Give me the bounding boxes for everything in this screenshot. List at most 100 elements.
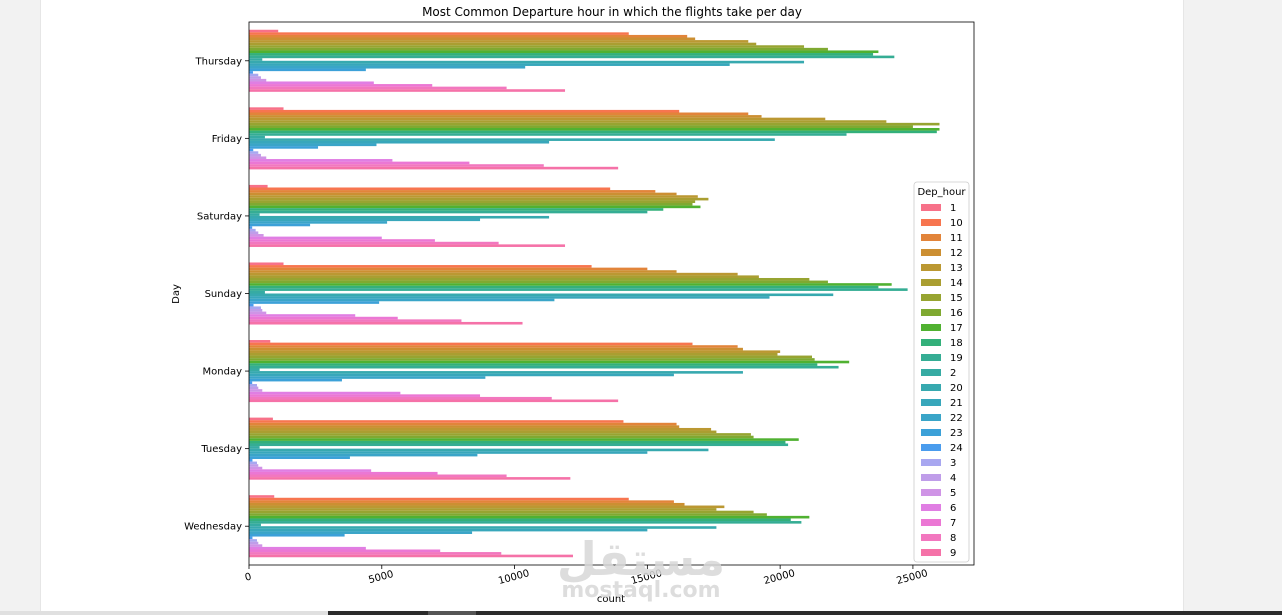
bar-monday-hour-16: [249, 358, 815, 361]
bar-wednesday-hour-8: [249, 552, 502, 555]
bar-thursday-hour-15: [249, 45, 805, 48]
bar-thursday-hour-8: [249, 86, 507, 90]
x-tick-label-0: 0: [244, 571, 253, 583]
bar-tuesday-hour-4: [249, 464, 259, 467]
bar-wednesday-hour-12: [249, 502, 685, 506]
bar-wednesday-hour-9: [249, 554, 573, 558]
bar-wednesday-hour-6: [249, 546, 366, 550]
bar-sunday-hour-21: [249, 296, 770, 299]
bar-monday-hour-4: [249, 386, 259, 390]
bar-monday-hour-17: [249, 360, 850, 364]
bar-tuesday-hour-17: [249, 438, 799, 441]
bar-wednesday-hour-18: [249, 518, 791, 522]
bar-friday-hour-3: [249, 151, 259, 154]
bar-monday-hour-9: [249, 399, 619, 403]
bar-saturday-hour-24: [249, 226, 253, 229]
y-tick-label-monday: Monday: [203, 367, 243, 378]
legend-label-15: 15: [950, 293, 963, 304]
bar-friday-hour-1: [249, 107, 284, 110]
x-tick-label-5000: 5000: [367, 569, 394, 586]
scrollbar-thumb[interactable]: [428, 611, 476, 615]
bar-saturday-hour-20: [249, 215, 550, 219]
legend-swatch-9: [921, 549, 941, 556]
bar-wednesday-hour-13: [249, 505, 725, 509]
bar-saturday-hour-13: [249, 195, 698, 198]
bar-monday-hour-24: [249, 381, 253, 384]
legend-label-7: 7: [950, 518, 956, 529]
bar-thursday-hour-16: [249, 47, 828, 51]
watermark-arabic: مستقل: [557, 532, 725, 586]
legend-title: Dep_hour: [917, 187, 966, 198]
bar-wednesday-hour-16: [249, 513, 767, 516]
bar-monday-hour-21: [249, 373, 674, 377]
legend-swatch-6: [921, 504, 941, 511]
bar-monday-hour-19: [249, 365, 839, 369]
bar-sunday-hour-9: [249, 321, 523, 325]
bar-wednesday-hour-4: [249, 541, 259, 545]
bar-thursday-hour-21: [249, 63, 730, 66]
legend-swatch-4: [921, 474, 941, 481]
bar-sunday-hour-2: [249, 290, 265, 294]
bar-tuesday-hour-8: [249, 474, 507, 478]
bar-sunday-hour-10: [249, 265, 592, 268]
bar-sunday-hour-23: [249, 301, 380, 304]
legend-swatch-22: [921, 414, 941, 421]
bar-monday-hour-22: [249, 376, 486, 379]
bar-sunday-hour-6: [249, 314, 356, 317]
bar-wednesday-hour-22: [249, 531, 473, 534]
legend-label-8: 8: [950, 533, 956, 544]
bar-tuesday-hour-1: [249, 417, 273, 421]
bar-tuesday-hour-5: [249, 466, 263, 470]
bar-wednesday-hour-20: [249, 526, 717, 529]
bar-sunday-hour-19: [249, 288, 908, 291]
bar-thursday-hour-4: [249, 76, 261, 79]
bar-thursday-hour-17: [249, 50, 879, 54]
bar-tuesday-hour-14: [249, 430, 717, 434]
bar-friday-hour-7: [249, 161, 470, 165]
legend-swatch-2: [921, 369, 941, 376]
bar-friday-hour-18: [249, 130, 937, 134]
bar-friday-hour-8: [249, 164, 544, 167]
bar-friday-hour-12: [249, 115, 762, 118]
watermark-latin: mostaql.com: [561, 578, 720, 603]
bar-friday-hour-13: [249, 117, 826, 121]
legend-label-17: 17: [950, 323, 963, 334]
bar-monday-hour-13: [249, 350, 781, 353]
bar-saturday-hour-5: [249, 234, 264, 237]
bar-wednesday-hour-5: [249, 544, 263, 547]
bar-saturday-hour-14: [249, 197, 709, 201]
bar-tuesday-hour-18: [249, 440, 786, 444]
legend-label-23: 23: [950, 428, 963, 439]
bar-thursday-hour-14: [249, 42, 757, 46]
bar-sunday-hour-22: [249, 298, 555, 302]
y-tick-label-sunday: Sunday: [205, 289, 242, 300]
bar-saturday-hour-17: [249, 205, 701, 209]
bar-sunday-hour-3: [249, 306, 261, 310]
bar-saturday-hour-12: [249, 192, 677, 196]
bar-tuesday-hour-16: [249, 435, 754, 439]
bar-thursday-hour-18: [249, 53, 874, 56]
bar-sunday-hour-11: [249, 267, 648, 271]
y-tick-label-saturday: Saturday: [197, 211, 242, 222]
bar-friday-hour-17: [249, 128, 940, 131]
bar-saturday-hour-6: [249, 236, 382, 240]
bar-thursday-hour-1: [249, 29, 279, 33]
legend-swatch-13: [921, 264, 941, 271]
bottom-scrollbar[interactable]: [0, 611, 1282, 615]
legend-swatch-10: [921, 219, 941, 226]
bar-thursday-hour-2: [249, 58, 263, 61]
bar-friday-hour-21: [249, 140, 550, 144]
bar-thursday-hour-10: [249, 32, 629, 35]
bar-monday-hour-18: [249, 363, 818, 366]
chart-title: Most Common Departure hour in which the …: [422, 5, 802, 19]
legend-label-9: 9: [950, 548, 956, 559]
bar-friday-hour-23: [249, 146, 319, 149]
legend-swatch-16: [921, 309, 941, 316]
bar-tuesday-hour-23: [249, 456, 350, 459]
bar-monday-hour-1: [249, 340, 271, 343]
legend-label-24: 24: [950, 443, 963, 454]
bar-saturday-hour-11: [249, 190, 656, 193]
bar-sunday-hour-16: [249, 280, 828, 284]
bar-saturday-hour-9: [249, 244, 566, 247]
